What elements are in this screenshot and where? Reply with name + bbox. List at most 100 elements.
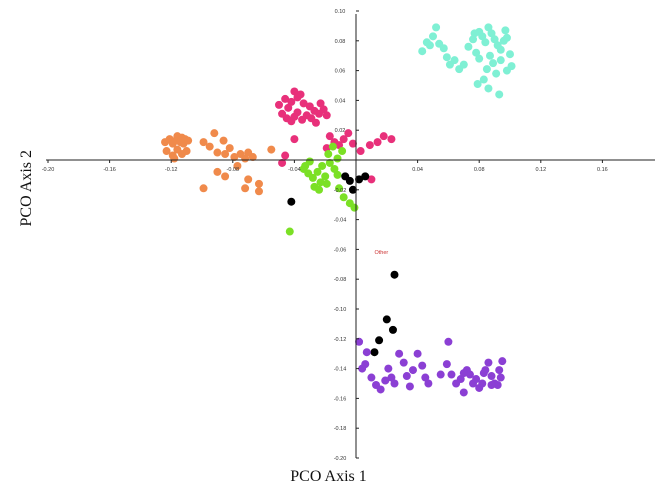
y-tick-label: -0.06 <box>334 247 347 253</box>
data-point <box>348 185 357 194</box>
data-point <box>199 184 208 193</box>
y-tick-label: 0.06 <box>335 69 346 75</box>
data-point <box>335 141 344 150</box>
data-point <box>470 29 479 38</box>
data-point <box>296 90 305 99</box>
data-point <box>459 60 468 69</box>
data-point <box>487 29 496 38</box>
data-point <box>213 167 222 176</box>
data-point <box>405 382 414 391</box>
y-tick-label: -0.16 <box>334 396 347 402</box>
data-point <box>495 366 504 375</box>
x-tick-label: -0.16 <box>103 167 116 173</box>
data-point <box>248 153 257 162</box>
data-point <box>324 150 333 159</box>
y-tick-label: -0.12 <box>334 337 347 343</box>
data-point <box>484 23 493 32</box>
data-point <box>418 47 427 56</box>
data-point <box>267 145 276 154</box>
axes-layer: -0.20 -0.16 -0.12 -0.08 -0.04 0.04 0.08 0.12 0.1… <box>42 9 655 462</box>
data-point <box>365 141 374 150</box>
data-point <box>345 176 354 185</box>
data-point <box>322 111 331 120</box>
data-point <box>348 139 357 148</box>
data-point <box>485 51 494 60</box>
series-4 <box>418 23 516 99</box>
data-point <box>184 136 193 145</box>
data-point <box>281 94 290 103</box>
y-tick-label: -0.02 <box>334 188 347 194</box>
data-point <box>318 161 327 170</box>
data-point <box>506 50 514 59</box>
data-point <box>489 59 498 68</box>
y-tick-label: -0.20 <box>334 456 347 462</box>
data-point <box>498 357 507 366</box>
data-point <box>319 105 328 114</box>
series-3 <box>287 172 399 357</box>
data-point <box>281 151 290 160</box>
data-point <box>210 129 219 138</box>
data-point <box>275 100 283 109</box>
data-point <box>230 153 239 162</box>
data-point <box>418 361 427 370</box>
data-point <box>481 38 490 47</box>
data-point <box>382 315 391 324</box>
data-point <box>388 325 397 334</box>
data-point <box>439 44 448 53</box>
data-point <box>395 349 404 358</box>
data-point <box>328 142 337 151</box>
data-point <box>221 150 230 159</box>
data-point <box>425 41 434 50</box>
series-2 <box>285 142 359 236</box>
data-point <box>507 62 516 71</box>
x-tick-label: -0.04 <box>288 167 301 173</box>
data-point <box>375 336 384 345</box>
data-point <box>459 388 468 397</box>
data-point <box>402 372 411 381</box>
data-point <box>315 185 324 194</box>
y-tick-label: 0.02 <box>335 128 346 134</box>
data-point <box>490 35 499 44</box>
data-point <box>390 379 399 388</box>
data-point <box>464 42 473 51</box>
x-axis-title: PCO Axis 1 <box>290 468 367 485</box>
series-1 <box>275 87 396 184</box>
data-point <box>233 161 242 170</box>
data-point <box>432 23 441 32</box>
data-point <box>475 54 484 63</box>
data-point <box>241 154 250 163</box>
data-point <box>478 32 487 41</box>
series-5 <box>355 337 507 397</box>
x-tick-label: 0.16 <box>597 167 608 173</box>
data-point <box>301 161 310 170</box>
data-point <box>495 90 504 99</box>
data-point <box>413 349 422 358</box>
data-point <box>350 203 359 212</box>
data-point <box>182 147 191 156</box>
data-point <box>356 147 365 156</box>
data-point <box>330 164 339 173</box>
data-point <box>290 135 299 144</box>
data-point <box>387 373 396 382</box>
data-point <box>399 358 408 367</box>
data-point <box>290 87 299 96</box>
data-point <box>376 385 385 394</box>
x-tick-label: 0.08 <box>474 167 485 173</box>
y-tick-label: -0.14 <box>334 367 347 373</box>
data-point <box>379 132 388 141</box>
data-point <box>225 144 234 153</box>
data-point <box>361 172 370 181</box>
data-point <box>199 138 208 147</box>
y-axis-title: PCO Axis 2 <box>18 150 35 227</box>
x-tick-label: -0.08 <box>227 167 240 173</box>
data-point <box>367 175 376 184</box>
data-point <box>390 270 399 279</box>
data-point <box>308 173 317 182</box>
data-point <box>492 69 501 78</box>
data-point <box>221 172 230 181</box>
y-tick-label: 0.10 <box>335 9 346 15</box>
data-point <box>322 179 331 188</box>
x-tick-label: 0.12 <box>535 167 546 173</box>
data-point <box>479 369 488 378</box>
